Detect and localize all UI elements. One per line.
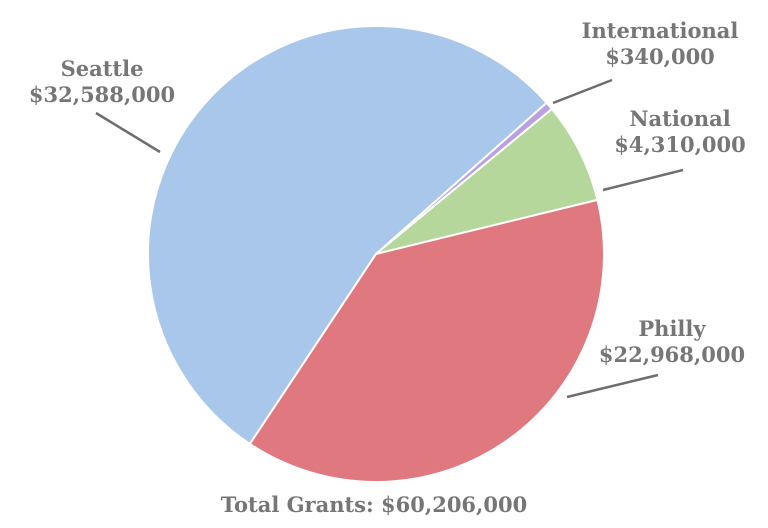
slice-value-national: $4,310,000	[614, 132, 746, 157]
slice-value-seattle: $32,588,000	[29, 82, 175, 107]
slice-label-philly: Philly	[638, 316, 706, 341]
leader-lines	[95, 78, 684, 399]
chart-footer: Total Grants: $60,206,000	[221, 492, 527, 517]
leader-line-international	[552, 78, 613, 105]
slice-value-philly: $22,968,000	[599, 342, 745, 367]
leader-line-philly	[566, 373, 659, 399]
pie-slice-seattle	[146, 25, 549, 446]
slice-label-international: International	[582, 18, 739, 43]
slice-labels: Seattle$32,588,000 International$340,000 N…	[29, 18, 746, 367]
slice-label-seattle: Seattle	[61, 56, 144, 81]
slice-label-national: National	[629, 106, 730, 131]
pie-slice-philly	[248, 198, 605, 483]
leader-line-national	[602, 168, 684, 192]
slice-value-international: $340,000	[605, 44, 715, 69]
pie-slice-national	[375, 107, 599, 255]
pie-slices	[146, 25, 605, 483]
leader-line-seattle	[95, 111, 161, 154]
